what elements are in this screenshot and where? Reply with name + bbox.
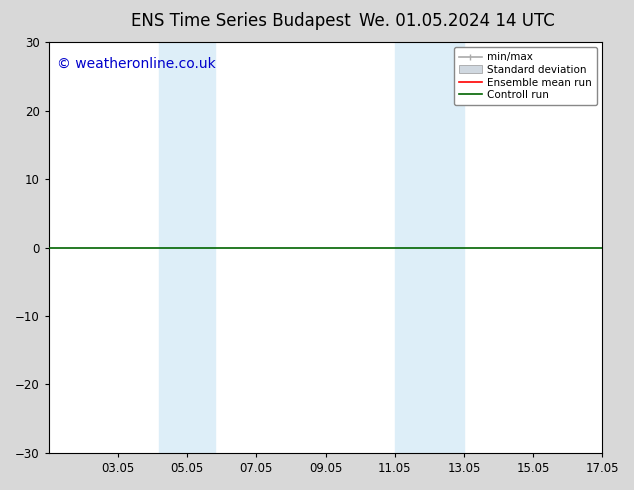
Bar bbox=[160, 42, 215, 453]
Text: ENS Time Series Budapest: ENS Time Series Budapest bbox=[131, 12, 351, 30]
Legend: min/max, Standard deviation, Ensemble mean run, Controll run: min/max, Standard deviation, Ensemble me… bbox=[454, 47, 597, 105]
Text: © weatheronline.co.uk: © weatheronline.co.uk bbox=[57, 56, 216, 71]
Text: We. 01.05.2024 14 UTC: We. 01.05.2024 14 UTC bbox=[359, 12, 554, 30]
Bar bbox=[395, 42, 464, 453]
